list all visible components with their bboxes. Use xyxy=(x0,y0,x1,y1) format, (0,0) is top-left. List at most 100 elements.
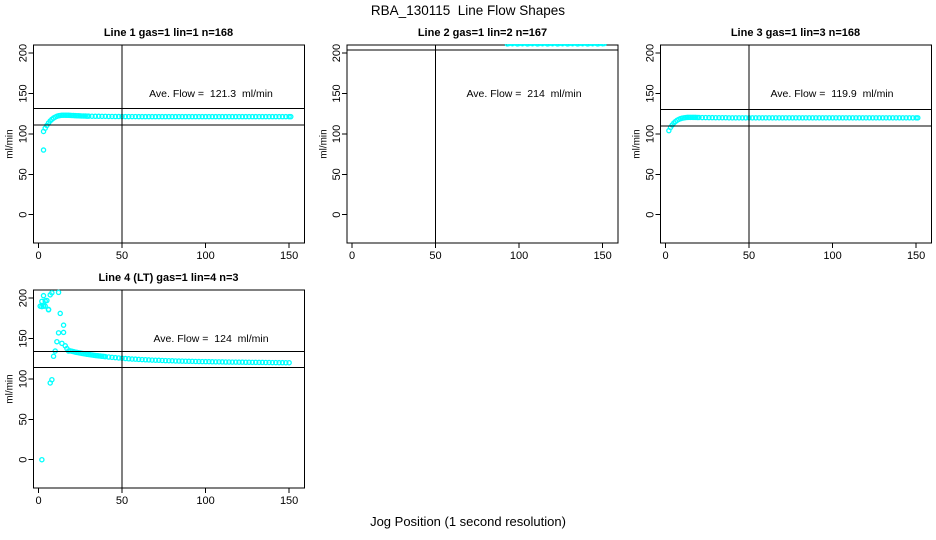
data-point xyxy=(269,113,276,120)
panel-plot-2: 0 50 100 150 0 50 100 150 200 xyxy=(331,44,619,262)
data-point xyxy=(576,44,582,47)
y-tick-label: 150 xyxy=(645,84,657,102)
data-point xyxy=(601,44,607,47)
data-point xyxy=(176,113,182,120)
y-tick-label: 50 xyxy=(331,168,343,180)
data-point xyxy=(162,113,169,120)
data-point xyxy=(846,115,853,121)
data-point xyxy=(896,115,903,121)
data-point xyxy=(136,356,142,363)
data-point xyxy=(189,358,195,365)
data-point xyxy=(50,353,57,360)
data-point xyxy=(152,113,159,120)
y-tick-label: 100 xyxy=(645,125,657,143)
data-point xyxy=(206,358,212,365)
data-point xyxy=(239,359,246,365)
reference-lines xyxy=(33,45,305,243)
data-point xyxy=(266,113,272,120)
data-point xyxy=(809,115,816,121)
data-point xyxy=(889,115,896,121)
data-point xyxy=(252,359,259,366)
data-point xyxy=(766,115,772,121)
data-point xyxy=(773,115,779,121)
data-point xyxy=(886,115,893,121)
data-point xyxy=(283,113,289,120)
data-point xyxy=(105,354,112,360)
data-point xyxy=(806,115,812,121)
data-point xyxy=(719,114,726,121)
data-point xyxy=(159,113,165,120)
data-point xyxy=(256,113,262,120)
y-tick-label: 150 xyxy=(18,84,30,102)
data-point xyxy=(40,147,47,153)
data-point xyxy=(125,113,132,120)
y-tick-label: 50 xyxy=(645,168,657,180)
data-point xyxy=(712,114,719,121)
panel-plot-1: 0 50 100 150 0 50 100 150 200 xyxy=(17,44,305,262)
reference-lines xyxy=(660,45,932,243)
data-point xyxy=(262,359,269,366)
data-point xyxy=(42,303,48,309)
data-point xyxy=(99,113,105,120)
x-tick-label: 50 xyxy=(116,495,128,507)
data-point xyxy=(132,113,139,120)
data-point xyxy=(60,322,67,328)
data-point xyxy=(172,113,179,120)
data-point xyxy=(57,310,63,317)
data-point xyxy=(40,292,47,299)
data-point xyxy=(574,44,581,47)
data-point xyxy=(125,356,132,362)
data-point xyxy=(722,114,729,121)
data-point xyxy=(729,115,736,121)
y-tick-label: 0 xyxy=(18,457,30,463)
data-point xyxy=(45,307,52,313)
x-tick-label: 100 xyxy=(823,250,841,262)
data-point xyxy=(54,338,60,345)
data-point xyxy=(756,115,762,121)
data-point xyxy=(596,44,602,47)
data-point xyxy=(246,359,252,365)
data-point xyxy=(776,115,782,121)
data-point xyxy=(915,115,921,121)
plot-box xyxy=(660,44,932,244)
data-point xyxy=(202,113,209,120)
data-point xyxy=(883,115,889,121)
data-point xyxy=(279,359,286,366)
y-tick-label: 50 xyxy=(18,413,30,425)
data-point xyxy=(232,113,239,120)
data-point xyxy=(199,113,205,120)
data-point xyxy=(262,113,269,120)
data-point xyxy=(709,114,716,121)
data-point xyxy=(736,115,742,121)
data-point xyxy=(122,355,129,362)
data-point xyxy=(866,115,873,121)
y-tick-label: 50 xyxy=(18,168,30,180)
data-point xyxy=(514,44,521,47)
data-point xyxy=(786,115,792,121)
data-point xyxy=(102,353,109,360)
data-point xyxy=(742,115,749,121)
data-point xyxy=(539,44,546,47)
data-point xyxy=(172,358,179,364)
data-point xyxy=(559,44,566,47)
data-point xyxy=(732,115,739,121)
data-point xyxy=(556,44,562,47)
data-point xyxy=(739,115,746,121)
data-point xyxy=(279,113,286,120)
data-point xyxy=(836,115,843,121)
data-point xyxy=(853,115,859,121)
x-axis-label: Jog Position (1 second resolution) xyxy=(370,514,566,529)
data-point xyxy=(849,115,856,121)
data-point xyxy=(564,44,571,47)
data-point xyxy=(256,359,262,366)
data-point xyxy=(156,357,162,364)
x-tick-label: 50 xyxy=(429,250,441,262)
data-point xyxy=(696,114,702,121)
data-point xyxy=(182,358,189,364)
x-tick-label: 100 xyxy=(510,250,528,262)
data-point xyxy=(149,113,155,120)
data-point xyxy=(869,115,876,121)
data-point xyxy=(536,44,542,47)
data-point xyxy=(189,113,195,120)
data-point xyxy=(584,44,591,47)
